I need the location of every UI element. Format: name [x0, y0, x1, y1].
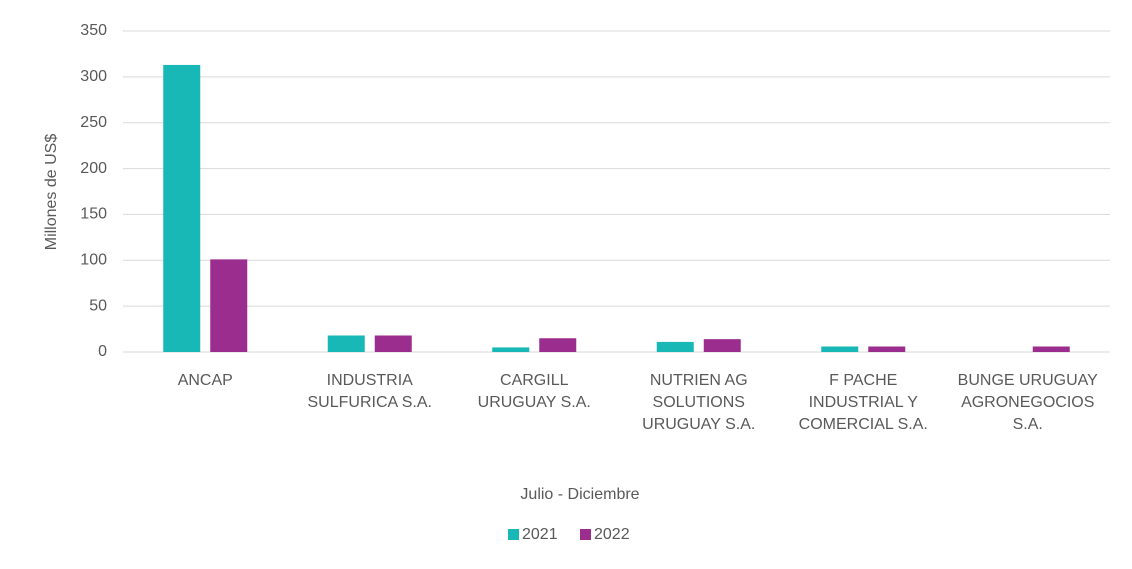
y-tick-label: 100 — [80, 252, 107, 269]
legend-label: 2022 — [594, 526, 630, 543]
bar — [1032, 346, 1070, 352]
y-tick-label: 150 — [80, 206, 107, 223]
y-tick-label: 250 — [80, 114, 107, 131]
y-tick-label: 350 — [80, 22, 107, 39]
x-tick-label: ANCAP — [177, 372, 233, 389]
y-tick-label: 50 — [89, 297, 107, 314]
x-tick-label: BUNGE URUGUAY AGRONEGOCIOS S.A. — [957, 372, 1098, 433]
bar — [703, 339, 741, 352]
x-axis-title: Julio - Diciembre — [520, 486, 639, 503]
legend-swatch — [508, 529, 519, 540]
x-tick-label: F PACHE INDUSTRIAL Y COMERCIAL S.A. — [798, 372, 928, 433]
y-tick-label: 0 — [98, 343, 107, 360]
bar — [210, 259, 248, 352]
x-tick-label: INDUSTRIA SULFURICA S.A. — [307, 372, 432, 411]
bar — [492, 347, 530, 352]
legend-swatch — [580, 529, 591, 540]
bar — [327, 335, 365, 352]
x-tick-label: CARGILL URUGUAY S.A. — [477, 372, 591, 411]
bar — [656, 341, 694, 352]
bar — [374, 335, 412, 352]
x-tick-label: NUTRIEN AG SOLUTIONS URUGUAY S.A. — [642, 372, 756, 433]
y-tick-label: 200 — [80, 160, 107, 177]
bar — [821, 346, 859, 352]
y-tick-label: 300 — [80, 68, 107, 85]
bar — [868, 346, 906, 352]
bar — [539, 338, 577, 352]
legend-label: 2021 — [522, 526, 558, 543]
y-axis-title: Millones de US$ — [43, 134, 60, 251]
bar — [163, 64, 201, 352]
